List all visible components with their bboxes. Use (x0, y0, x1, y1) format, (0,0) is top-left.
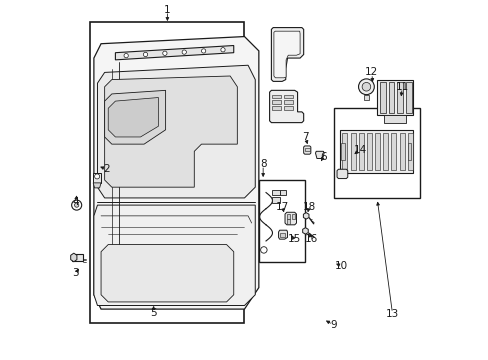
Text: 5: 5 (149, 308, 156, 318)
Bar (291, 215, 295, 219)
Bar (384, 116, 405, 123)
Polygon shape (101, 244, 233, 302)
Bar (284, 106, 292, 110)
Text: 1: 1 (164, 5, 170, 15)
Polygon shape (108, 98, 158, 137)
Bar (280, 233, 285, 237)
Circle shape (143, 52, 147, 57)
Bar (396, 82, 402, 113)
Polygon shape (303, 146, 310, 154)
Circle shape (362, 82, 370, 91)
Bar (93, 173, 101, 183)
Bar (272, 190, 279, 195)
Bar (272, 95, 281, 98)
Polygon shape (97, 65, 255, 198)
Polygon shape (303, 213, 308, 219)
Bar (374, 133, 379, 170)
Bar (407, 133, 412, 170)
Polygon shape (93, 183, 101, 188)
Text: 15: 15 (287, 234, 300, 244)
Text: 11: 11 (395, 82, 408, 92)
Text: 2: 2 (103, 164, 109, 174)
Bar (284, 95, 292, 98)
Bar (272, 197, 279, 203)
Text: 10: 10 (334, 261, 347, 271)
Polygon shape (104, 90, 165, 144)
Bar (376, 80, 412, 116)
Text: 16: 16 (304, 234, 317, 244)
Text: 9: 9 (330, 320, 337, 330)
Bar (388, 82, 394, 113)
Bar (364, 95, 368, 100)
Bar (280, 190, 285, 195)
Polygon shape (115, 45, 233, 60)
Text: 8: 8 (259, 159, 266, 169)
Circle shape (163, 51, 167, 55)
Polygon shape (71, 253, 77, 262)
Bar (358, 133, 363, 170)
Bar (286, 215, 290, 219)
Bar (286, 220, 290, 224)
Text: 13: 13 (385, 310, 398, 319)
Bar (339, 130, 412, 173)
Bar (399, 133, 404, 170)
Bar (366, 133, 371, 170)
Bar (383, 133, 387, 170)
Polygon shape (94, 37, 258, 309)
Bar (272, 100, 281, 104)
Text: 6: 6 (320, 152, 326, 162)
Polygon shape (269, 90, 303, 123)
Polygon shape (94, 205, 255, 306)
Polygon shape (315, 151, 324, 158)
Bar (405, 82, 411, 113)
Circle shape (358, 79, 373, 95)
Bar (342, 133, 346, 170)
Bar (284, 100, 292, 104)
Bar (407, 143, 410, 160)
Text: 14: 14 (353, 144, 366, 154)
Text: 17: 17 (275, 202, 288, 212)
Text: 7: 7 (302, 132, 308, 142)
Bar (90, 22, 244, 323)
Polygon shape (285, 212, 296, 225)
Circle shape (124, 54, 128, 58)
Bar (341, 143, 344, 160)
Circle shape (201, 49, 205, 53)
Circle shape (221, 48, 224, 52)
Bar (304, 148, 309, 151)
Circle shape (74, 203, 79, 207)
Bar (258, 180, 305, 262)
Polygon shape (336, 169, 347, 179)
Text: 3: 3 (73, 268, 79, 278)
Bar (333, 108, 419, 198)
Text: 4: 4 (73, 197, 79, 207)
Polygon shape (104, 76, 237, 187)
Circle shape (260, 247, 266, 253)
Circle shape (72, 200, 81, 210)
Polygon shape (302, 228, 307, 234)
Circle shape (182, 50, 186, 54)
Text: 12: 12 (365, 67, 378, 77)
Bar (272, 106, 281, 110)
Bar (379, 82, 385, 113)
Circle shape (94, 174, 100, 179)
Polygon shape (273, 31, 300, 78)
Polygon shape (271, 28, 303, 81)
Polygon shape (278, 230, 287, 239)
Bar (390, 133, 396, 170)
Bar (72, 253, 83, 261)
Bar (350, 133, 355, 170)
Text: 18: 18 (302, 202, 315, 212)
